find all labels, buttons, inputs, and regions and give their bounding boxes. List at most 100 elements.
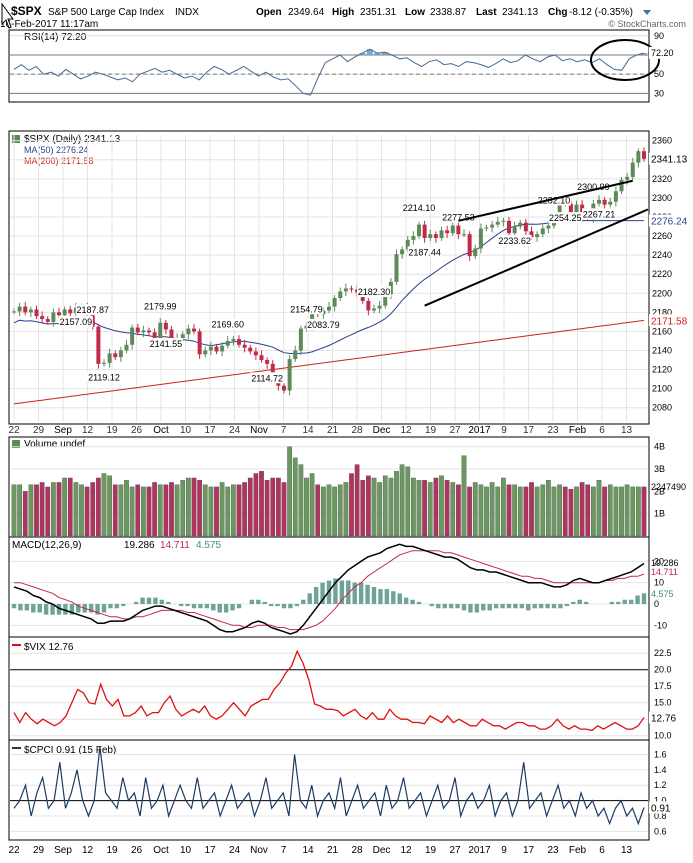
candle-body <box>12 311 16 313</box>
candle-body <box>242 344 247 348</box>
price-annotation-label: 2277.53 <box>442 213 475 223</box>
volume-bar <box>96 477 101 537</box>
volume-bar <box>607 484 613 537</box>
annotation-bg <box>148 337 183 349</box>
volume-bar <box>433 477 439 537</box>
x-tick-label: 13 <box>621 425 633 436</box>
candle-body <box>636 151 641 163</box>
macd-histogram-bar <box>416 601 422 604</box>
price-legend-icon <box>12 135 20 143</box>
volume-bar <box>405 466 411 537</box>
x-tick-label: 17 <box>204 425 216 436</box>
candle-body <box>220 345 225 352</box>
volume-bar <box>540 484 546 537</box>
macd-histogram-bar <box>506 604 512 609</box>
macd-histogram-bar <box>313 586 319 604</box>
x-tick-label-bottom: 17 <box>204 845 216 856</box>
candle-body <box>186 328 191 335</box>
macd-histogram-bar <box>95 604 100 615</box>
x-tick-label: 24 <box>229 425 241 436</box>
macd-histogram-bar <box>236 604 242 609</box>
volume-bar <box>186 477 191 537</box>
chevron-down-icon[interactable] <box>643 10 651 15</box>
macd-histogram-bar <box>166 601 171 604</box>
candle-body <box>546 225 551 229</box>
volume-bar <box>287 446 292 537</box>
volume-bar <box>253 473 259 537</box>
macd-histogram-bar <box>11 604 17 609</box>
macd-signal-last-label: 14.711 <box>651 567 678 577</box>
vix-tick-label: 20.0 <box>654 665 672 675</box>
macd-histogram-bar <box>628 599 634 604</box>
candle-body <box>45 319 50 322</box>
volume-bar <box>180 480 186 537</box>
volume-bar <box>17 484 22 537</box>
volume-bar <box>202 484 208 537</box>
candle-body <box>96 326 101 364</box>
candle-body <box>253 351 258 356</box>
macd-histogram-bar <box>217 604 222 613</box>
macd-histogram-bar <box>268 604 274 607</box>
low-value: 2338.87 <box>430 7 467 18</box>
brand-watermark: © StockCharts.com <box>608 19 686 29</box>
candle-body <box>484 227 489 229</box>
lower-trendline <box>424 208 649 307</box>
candle-body <box>366 300 371 311</box>
vix-tick-label: 10.0 <box>654 731 672 741</box>
symbol: $SPX <box>11 4 42 18</box>
volume-bar <box>636 486 641 537</box>
volume-bar <box>371 477 377 537</box>
macd-histogram-bar <box>455 604 460 609</box>
candle-body <box>400 249 405 255</box>
candle-body <box>490 224 495 228</box>
candle-body <box>124 344 129 351</box>
macd-histogram-bar <box>442 604 447 609</box>
price-annotation-label: 2179.99 <box>144 301 177 311</box>
macd-histogram-bar <box>358 582 364 604</box>
macd-histogram-bar <box>384 589 390 604</box>
cpci-panel <box>8 739 650 841</box>
price-last-label: 2341.13 <box>651 155 688 166</box>
x-tick-label-bottom: 17 <box>523 845 535 856</box>
volume-bar <box>214 486 219 537</box>
vix-title: $VIX 12.76 <box>24 642 74 653</box>
volume-bar <box>484 486 489 537</box>
volume-bar <box>51 482 56 537</box>
x-tick-label-bottom: Sep <box>54 845 72 856</box>
x-tick-label-bottom: 6 <box>599 845 605 856</box>
cpci-line <box>13 746 645 826</box>
volume-bar <box>28 484 34 537</box>
volume-bar <box>152 482 157 537</box>
candle-body <box>270 363 275 379</box>
macd-histogram-bar <box>493 604 499 609</box>
low-label: Low <box>405 7 425 18</box>
annotation-bg <box>250 372 285 384</box>
macd-histogram-bar <box>140 597 145 604</box>
volume-bar <box>107 475 112 537</box>
macd-histogram-bar <box>352 582 357 604</box>
x-tick-label: Nov <box>250 425 268 436</box>
ma200-last-label-bg <box>649 314 693 327</box>
candle-body <box>68 309 73 314</box>
chg-value: -8.12 (-0.35%) <box>569 7 633 18</box>
ma200-last-label: 2171.58 <box>651 316 688 327</box>
macd-histogram-bar <box>198 604 203 609</box>
rsi-overbought-fill <box>374 53 381 55</box>
macd-histogram-bar <box>288 604 293 609</box>
volume-bar <box>619 486 624 537</box>
macd-histogram-bar <box>56 604 62 615</box>
vix-tick-label: 15.0 <box>654 698 672 708</box>
x-tick-label: 21 <box>327 425 339 436</box>
volume-bar <box>73 482 79 537</box>
volume-bar <box>197 480 202 537</box>
macd-histogram-bar <box>24 604 30 611</box>
last-value: 2341.13 <box>502 7 539 18</box>
rsi-last-box <box>649 46 677 59</box>
candle-body <box>372 308 376 311</box>
macd-histogram-bar <box>371 586 377 604</box>
last-label: Last <box>476 7 497 18</box>
candle-body <box>51 312 56 322</box>
volume-bar <box>169 482 174 537</box>
candle-body <box>619 179 624 192</box>
vix-last-bg <box>649 711 683 724</box>
